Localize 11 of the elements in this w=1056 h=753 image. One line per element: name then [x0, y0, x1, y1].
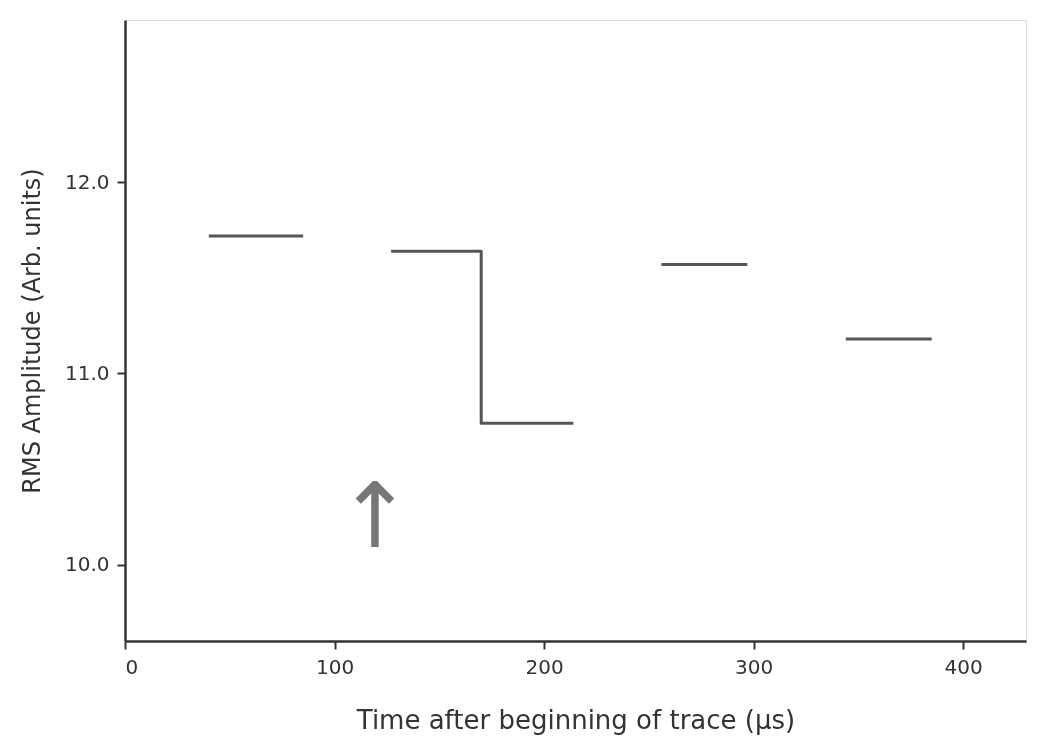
x-tick-label: 400 [944, 654, 983, 679]
x-tick-label: 300 [735, 654, 774, 679]
y-tick-label: 12.0 [64, 169, 110, 194]
x-tick-label: 0 [125, 654, 139, 679]
annotation: ↑ [337, 463, 413, 568]
x-axis-title: Time after beginning of trace (μs) [355, 704, 796, 735]
y-tick-label: 11.0 [64, 360, 110, 385]
x-tick-label: 100 [315, 654, 355, 679]
x-tick-label: 200 [525, 654, 564, 679]
y-axis-title: RMS Amplitude (Arb. units) [17, 168, 46, 494]
y-tick-label: 10.0 [64, 552, 110, 577]
